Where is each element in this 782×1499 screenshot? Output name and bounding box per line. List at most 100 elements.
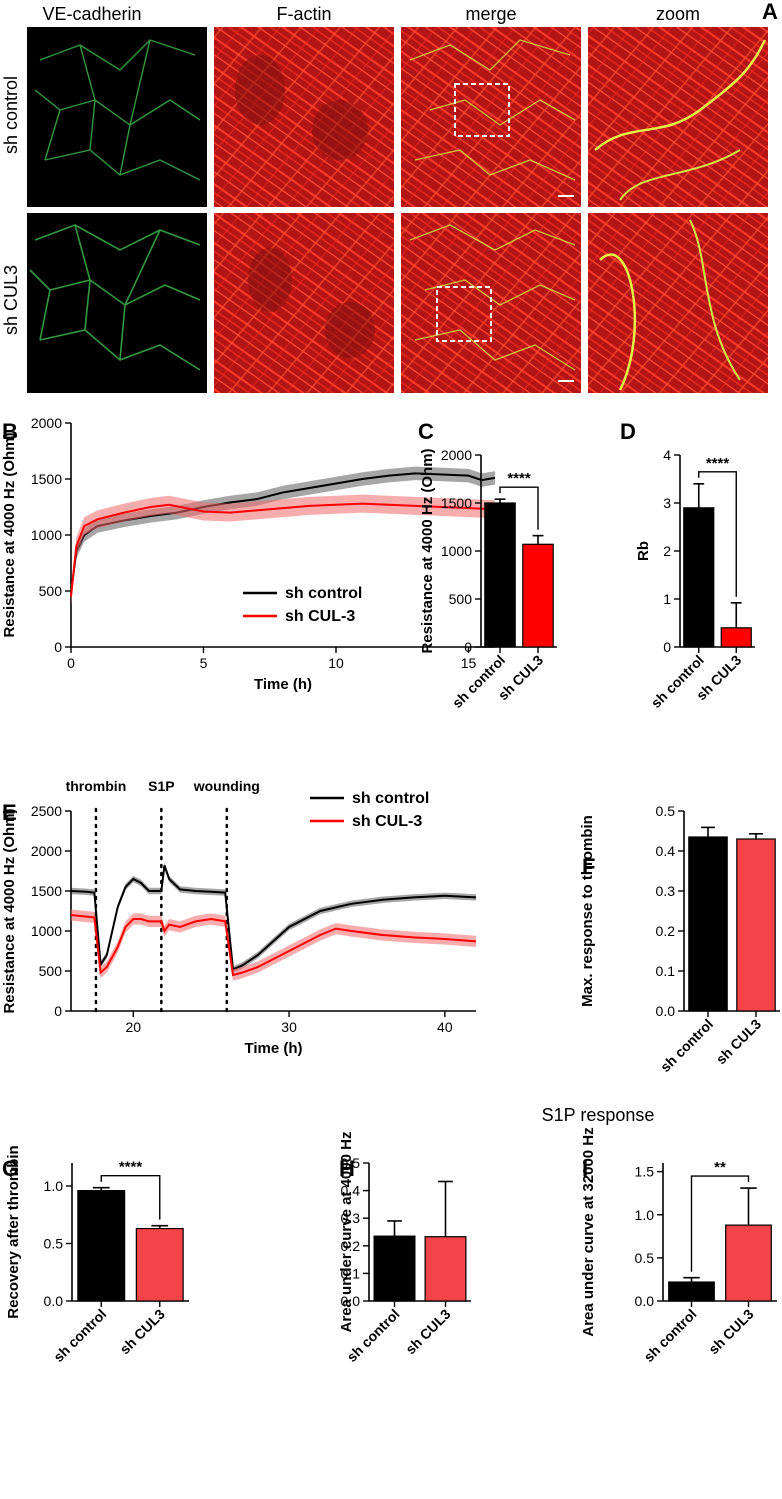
- y-axis-label: Resistance at 4000 Hz (Ohm): [419, 448, 436, 653]
- x-tick-label: 0: [67, 655, 75, 671]
- panel-label-f: F: [582, 854, 595, 879]
- legend-label-0: sh control: [285, 585, 362, 602]
- y-tick-label: 1000: [31, 527, 62, 543]
- series-line-sh-cul-3: [70, 502, 496, 597]
- series-line-sh-cul-3: [70, 914, 477, 977]
- y-tick-label: 1500: [441, 495, 472, 511]
- bar-sh-cul3: [522, 543, 554, 648]
- micrograph-zoom-sh-cul3: [588, 213, 768, 393]
- y-tick-label: 0.5: [341, 1155, 361, 1171]
- bar-sh-cul3: [424, 1236, 467, 1302]
- bar-sh-control: [484, 502, 516, 648]
- y-tick-label: 2000: [31, 415, 62, 431]
- bar-sh-cul3: [135, 1227, 184, 1302]
- bar-sh-cul3: [725, 1224, 772, 1302]
- micrograph-ve-cadherin-sh-control: [27, 27, 207, 207]
- significance-marker: **: [714, 1159, 726, 1176]
- y-tick-label: 0.3: [341, 1210, 361, 1226]
- panel-label-e: E: [2, 800, 17, 825]
- y-tick-label: 0: [54, 639, 62, 655]
- bar-sh-control: [688, 836, 728, 1012]
- series-line-sh-control: [70, 865, 477, 971]
- y-axis-label: Recovery after thrombin: [5, 1145, 22, 1318]
- x-tick-label: 5: [200, 655, 208, 671]
- y-tick-label: 3: [663, 495, 671, 511]
- chart-c: C 0 500 1000 1500 2000 Resistance at 4000 Hz (…: [418, 419, 557, 711]
- event-label-thrombin: thrombin: [66, 778, 127, 794]
- y-tick-label: 0.2: [656, 923, 676, 939]
- bar-sh-control: [683, 507, 715, 648]
- x-tick-label: 10: [328, 655, 344, 671]
- x-tick-label: 15: [461, 655, 477, 671]
- panel-label-c: C: [418, 419, 434, 444]
- y-tick-label: 0.3: [656, 883, 676, 899]
- significance-bracket: [698, 471, 737, 597]
- chart-f: F 0.0 0.1 0.2 0.3 0.4 0.5 Max. response to thro…: [579, 803, 780, 1075]
- y-tick-label: 0.4: [341, 1183, 361, 1199]
- significance-marker: ****: [706, 455, 730, 472]
- y-tick-label: 0.5: [635, 1250, 655, 1266]
- micrograph-ve-cadherin-sh-cul3: [27, 213, 207, 393]
- micrograph-f-actin-sh-control: [214, 27, 394, 207]
- y-tick-label: 2000: [441, 447, 472, 463]
- chart-e: E 0 500 1000 1500 2000 2500 Resistance at 4000 …: [1, 778, 477, 1057]
- y-tick-label: 0: [663, 639, 671, 655]
- panel-a: A VE-cadherin F-actin merge zoom sh cont…: [1, 0, 778, 393]
- y-tick-label: 500: [449, 591, 473, 607]
- y-axis-label: Resistance at 4000 Hz (Ohm): [1, 808, 18, 1013]
- panel-label-g: G: [2, 1156, 19, 1181]
- y-tick-label: 0.1: [341, 1265, 361, 1281]
- micrograph-f-actin-sh-cul3: [214, 213, 394, 393]
- row-label-sh-control: sh control: [1, 76, 21, 154]
- column-label-f-actin: F-actin: [276, 4, 331, 24]
- panel-label-a: A: [762, 0, 778, 24]
- row-label-sh-cul3: sh CUL3: [1, 265, 21, 335]
- y-tick-label: 0.5: [44, 1236, 64, 1252]
- y-tick-label: 0: [464, 639, 472, 655]
- category-label: sh control: [50, 1306, 109, 1365]
- zoom-region-box: [436, 286, 492, 342]
- bar-sh-cul3: [720, 627, 752, 648]
- x-axis-label: Time (h): [254, 676, 312, 693]
- chart-i: I 0.0 0.5 1.0 1.5 Area under curve at 32000 H…: [580, 1127, 777, 1365]
- y-axis-label: Area under curve at 4000 Hz: [338, 1132, 355, 1333]
- panel-label-i: I: [582, 1156, 588, 1181]
- series-error-band-1: [71, 494, 495, 606]
- x-tick-label: 30: [281, 1019, 297, 1035]
- column-label-merge: merge: [465, 4, 516, 24]
- category-label: sh CUL3: [402, 1306, 454, 1358]
- y-tick-label: 1.5: [635, 1164, 655, 1180]
- y-axis-label: Rb: [635, 541, 652, 561]
- category-label: sh control: [449, 652, 508, 711]
- legend-label-1: sh CUL-3: [285, 608, 355, 625]
- category-label: sh CUL3: [116, 1306, 168, 1358]
- y-tick-label: 1.0: [44, 1178, 64, 1194]
- y-tick-label: 0.0: [341, 1293, 361, 1309]
- category-label: sh CUL3: [713, 1016, 765, 1068]
- legend-label-1: sh CUL-3: [352, 813, 422, 830]
- bar-sh-cul3: [736, 838, 776, 1012]
- y-axis-label: Max. response to thrombin: [579, 815, 596, 1007]
- y-tick-label: 500: [39, 963, 63, 979]
- y-tick-label: 0.2: [341, 1238, 361, 1254]
- panel-label-h: H: [339, 1156, 355, 1181]
- panel-label-d: D: [620, 419, 636, 444]
- micrograph-merge-sh-control: [401, 27, 581, 207]
- y-tick-label: 0.0: [635, 1293, 655, 1309]
- y-tick-label: 1000: [31, 923, 62, 939]
- chart-g: G 0.0 0.5 1.0 Recovery after thrombin sh cont…: [2, 1145, 189, 1365]
- y-tick-label: 500: [39, 583, 63, 599]
- x-tick-label: 20: [126, 1019, 142, 1035]
- x-axis-label: Time (h): [244, 1040, 302, 1057]
- category-label: sh CUL3: [705, 1306, 757, 1358]
- y-tick-label: 0.5: [656, 803, 676, 819]
- legend-label-0: sh control: [352, 790, 429, 807]
- y-tick-label: 0.0: [44, 1293, 64, 1309]
- bar-sh-control: [373, 1235, 416, 1302]
- zoom-region-box: [454, 83, 510, 137]
- y-tick-label: 1500: [31, 471, 62, 487]
